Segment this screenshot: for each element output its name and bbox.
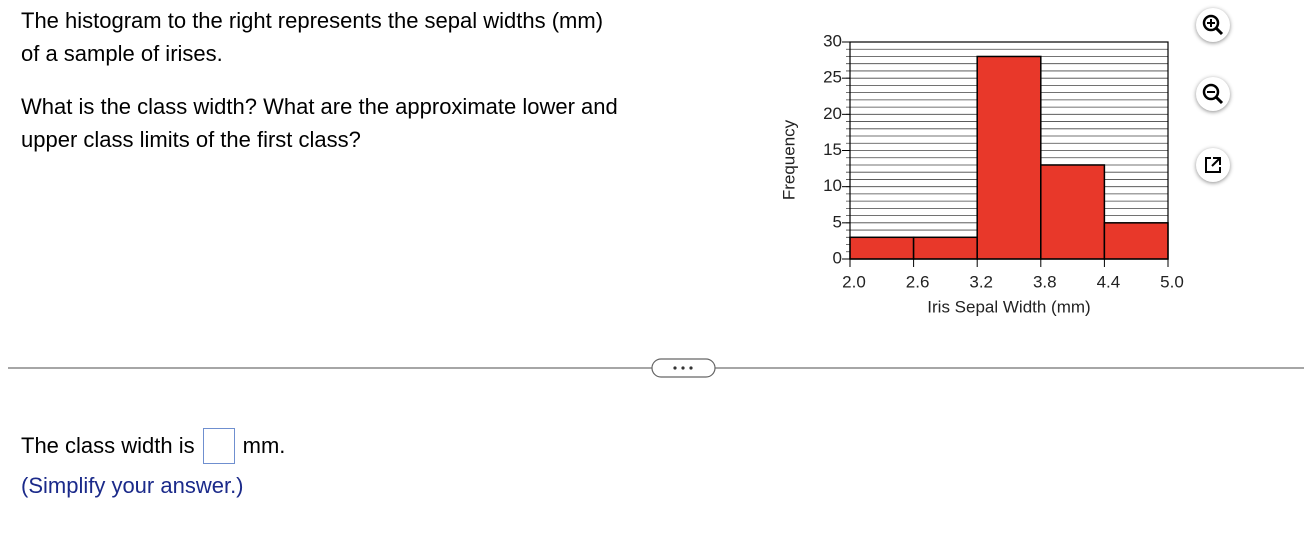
question-line: upper class limits of the first class? bbox=[21, 127, 361, 152]
bar bbox=[912, 236, 978, 260]
answer-prefix: The class width is bbox=[21, 433, 195, 458]
question-line: What is the class width? What are the ap… bbox=[21, 94, 618, 119]
question-paragraph: What is the class width? What are the ap… bbox=[21, 90, 618, 156]
x-tick-label: 2.0 bbox=[842, 272, 866, 291]
x-tick-label: 5.0 bbox=[1160, 272, 1184, 291]
bar bbox=[976, 55, 1042, 260]
y-tick-label: 5 bbox=[833, 212, 842, 231]
y-tick-label: 15 bbox=[823, 140, 842, 159]
x-tick-label: 3.2 bbox=[969, 272, 993, 291]
bar bbox=[1103, 222, 1169, 260]
answer-hint: (Simplify your answer.) bbox=[21, 473, 244, 498]
zoom-in-button[interactable] bbox=[1196, 8, 1230, 42]
plot-frame bbox=[849, 41, 1169, 260]
y-tick-label: 25 bbox=[823, 68, 842, 87]
x-tick-label: 2.6 bbox=[906, 272, 930, 291]
y-tick-label: 30 bbox=[823, 31, 842, 50]
x-axis-title: Iris Sepal Width (mm) bbox=[927, 297, 1090, 316]
bar bbox=[1040, 164, 1106, 260]
chart: Frequency Iris Sepal Width (mm) 0 5 10 15 20… bbox=[779, 31, 1184, 316]
x-tick-label: 4.4 bbox=[1097, 272, 1121, 291]
y-axis-title: Frequency bbox=[779, 119, 798, 200]
zoom-out-button[interactable] bbox=[1196, 77, 1230, 111]
bar bbox=[849, 236, 915, 260]
answer-suffix: mm. bbox=[242, 433, 286, 458]
question-paragraph: The histogram to the right represents th… bbox=[21, 4, 603, 70]
answer-row: The class width is mm. bbox=[21, 428, 285, 464]
x-tick-label: 3.8 bbox=[1033, 272, 1057, 291]
zoom-out-icon bbox=[1202, 83, 1224, 105]
question-line: The histogram to the right represents th… bbox=[21, 8, 604, 33]
divider bbox=[8, 358, 1304, 378]
open-window-button[interactable] bbox=[1196, 148, 1230, 182]
zoom-in-icon bbox=[1202, 14, 1224, 36]
y-tick-label: 20 bbox=[823, 104, 842, 123]
open-window-icon bbox=[1205, 157, 1221, 173]
answer-input[interactable] bbox=[202, 428, 235, 464]
question-line: of a sample of irises. bbox=[21, 41, 223, 66]
y-tick-label: 0 bbox=[833, 248, 842, 267]
y-tick-label: 10 bbox=[823, 176, 842, 195]
